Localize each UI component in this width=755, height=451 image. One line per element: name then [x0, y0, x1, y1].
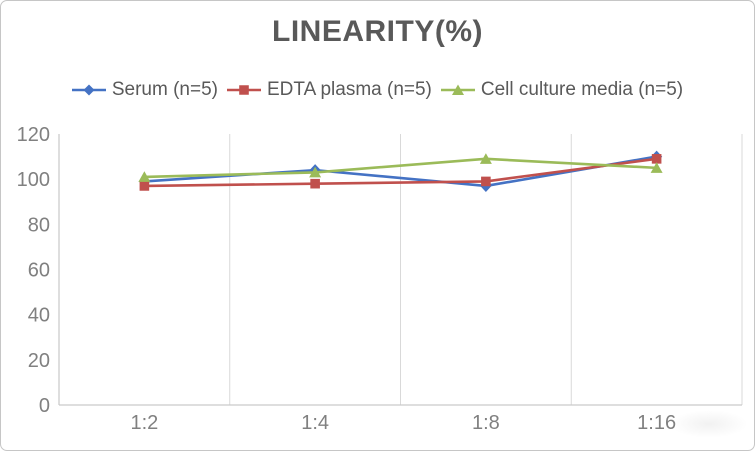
- legend-item-serum: Serum (n=5): [71, 79, 218, 101]
- y-tick-label: 120: [17, 124, 50, 146]
- legend-label-cell-culture-media: Cell culture media (n=5): [480, 79, 684, 100]
- series-line-1: [144, 157, 657, 188]
- series-line-2: [144, 157, 657, 179]
- legend-serum-diamond-icon: [71, 84, 106, 96]
- legend-edta-square-icon: [226, 85, 261, 95]
- y-tick-label: 100: [17, 169, 50, 191]
- legend-square-glyph: [239, 85, 249, 95]
- series-2-marker-triangle: [650, 162, 663, 173]
- series-2-marker-triangle: [138, 171, 151, 182]
- series-1-marker-square: [651, 154, 662, 164]
- y-tick-label: 40: [28, 305, 50, 327]
- x-tick-label: 1:2: [130, 412, 158, 434]
- series-1-marker-square: [481, 176, 491, 187]
- series-1-marker-square: [139, 181, 150, 191]
- series-2-marker-triangle: [309, 166, 322, 178]
- legend-label-serum: Serum (n=5): [111, 79, 218, 100]
- legend-label-edta-plasma: EDTA plasma (n=5): [266, 79, 432, 100]
- x-tick-label: 1:8: [472, 412, 500, 434]
- legend-item-cell-culture-media: Cell culture media (n=5): [440, 79, 684, 101]
- series-1-marker-square: [310, 178, 320, 189]
- y-tick-label: 80: [28, 214, 50, 236]
- chart-title: LINEARITY(%): [272, 15, 483, 48]
- x-tick-label: 1:16: [637, 412, 676, 434]
- y-tick-label: 60: [28, 260, 50, 282]
- legend-diamond-glyph: [83, 84, 95, 96]
- chart-legend: Serum (n=5) EDTA plasma (n=5) Cell cultu…: [1, 79, 754, 101]
- legend-item-edta-plasma: EDTA plasma (n=5): [226, 79, 432, 101]
- y-tick-label: 0: [39, 395, 50, 417]
- y-tick-label: 20: [28, 350, 50, 372]
- x-tick-label: 1:4: [301, 412, 329, 434]
- legend-triangle-glyph: [451, 84, 464, 95]
- legend-cell-culture-triangle-icon: [440, 84, 475, 95]
- series-2-marker-triangle: [479, 153, 492, 164]
